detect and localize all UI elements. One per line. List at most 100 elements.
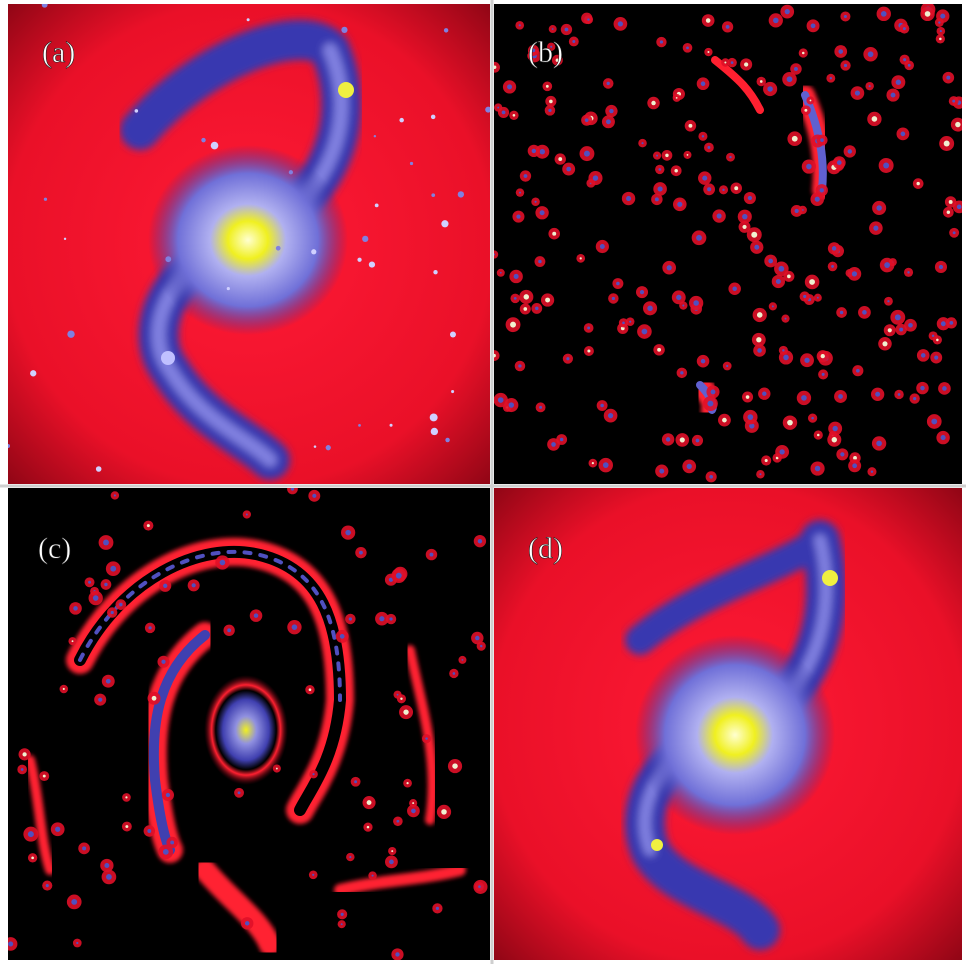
panel-label: (c)	[38, 532, 71, 565]
panel-label: (d)	[528, 532, 563, 565]
star	[908, 64, 911, 67]
star	[702, 176, 707, 181]
star	[390, 424, 393, 427]
star	[523, 307, 527, 311]
star	[815, 466, 821, 472]
star	[430, 553, 434, 557]
star	[855, 90, 860, 95]
star	[640, 290, 644, 294]
star	[338, 82, 354, 98]
star	[28, 831, 34, 837]
star	[680, 371, 683, 374]
star	[873, 226, 878, 231]
star	[436, 907, 439, 910]
star	[768, 259, 773, 264]
star	[165, 256, 171, 262]
star	[706, 18, 711, 23]
star	[148, 626, 151, 629]
star	[722, 418, 727, 423]
star	[396, 820, 399, 823]
star	[498, 397, 504, 403]
star	[785, 9, 790, 14]
star	[462, 659, 464, 661]
galaxy-core	[148, 145, 348, 335]
star	[163, 849, 169, 855]
star	[840, 311, 843, 314]
star	[379, 616, 384, 621]
star	[852, 271, 857, 276]
star	[776, 279, 781, 284]
star	[431, 193, 435, 197]
star	[354, 780, 357, 783]
star	[587, 327, 590, 330]
star	[480, 645, 482, 647]
star	[389, 860, 394, 865]
star	[21, 768, 24, 771]
star	[806, 164, 812, 170]
star	[748, 414, 754, 420]
star	[724, 61, 726, 63]
star	[817, 434, 820, 437]
star	[820, 188, 824, 192]
star	[687, 154, 689, 156]
star	[566, 167, 571, 172]
star	[349, 617, 352, 620]
star	[815, 197, 820, 202]
star	[399, 118, 403, 122]
star	[682, 305, 684, 307]
star	[247, 18, 250, 21]
star	[147, 829, 151, 833]
star	[430, 413, 438, 421]
star	[932, 335, 934, 337]
star	[227, 628, 231, 632]
star	[532, 149, 536, 153]
panel-b	[489, 2, 966, 484]
star	[852, 463, 857, 468]
star	[729, 156, 731, 158]
star	[651, 839, 663, 851]
star	[907, 271, 909, 273]
star	[665, 154, 668, 157]
star	[811, 417, 814, 420]
star	[135, 109, 139, 113]
star	[946, 76, 950, 80]
star	[941, 435, 946, 440]
star	[96, 466, 102, 472]
star	[896, 80, 901, 85]
star	[676, 97, 678, 99]
star	[192, 583, 196, 587]
star	[754, 245, 759, 250]
star	[778, 266, 784, 272]
galaxy-core	[635, 635, 835, 835]
star	[756, 337, 761, 342]
star	[227, 287, 230, 290]
star	[341, 923, 343, 925]
star	[876, 441, 882, 447]
star	[88, 581, 91, 584]
star	[862, 310, 867, 315]
star	[903, 58, 906, 61]
star	[707, 401, 713, 407]
star	[844, 64, 847, 67]
star	[626, 196, 631, 201]
star	[953, 231, 956, 234]
star	[535, 201, 537, 203]
star	[701, 81, 706, 86]
star	[211, 142, 219, 150]
star	[801, 395, 807, 401]
star	[548, 109, 551, 112]
star	[445, 438, 449, 442]
star	[314, 445, 317, 448]
star	[98, 698, 102, 702]
star	[433, 270, 437, 274]
star	[608, 413, 613, 418]
star	[451, 390, 454, 393]
star	[884, 262, 890, 268]
star	[804, 358, 809, 363]
star	[64, 238, 66, 240]
star	[584, 151, 590, 157]
star	[942, 386, 947, 391]
star	[276, 768, 278, 770]
star	[103, 540, 109, 546]
star	[606, 119, 611, 124]
